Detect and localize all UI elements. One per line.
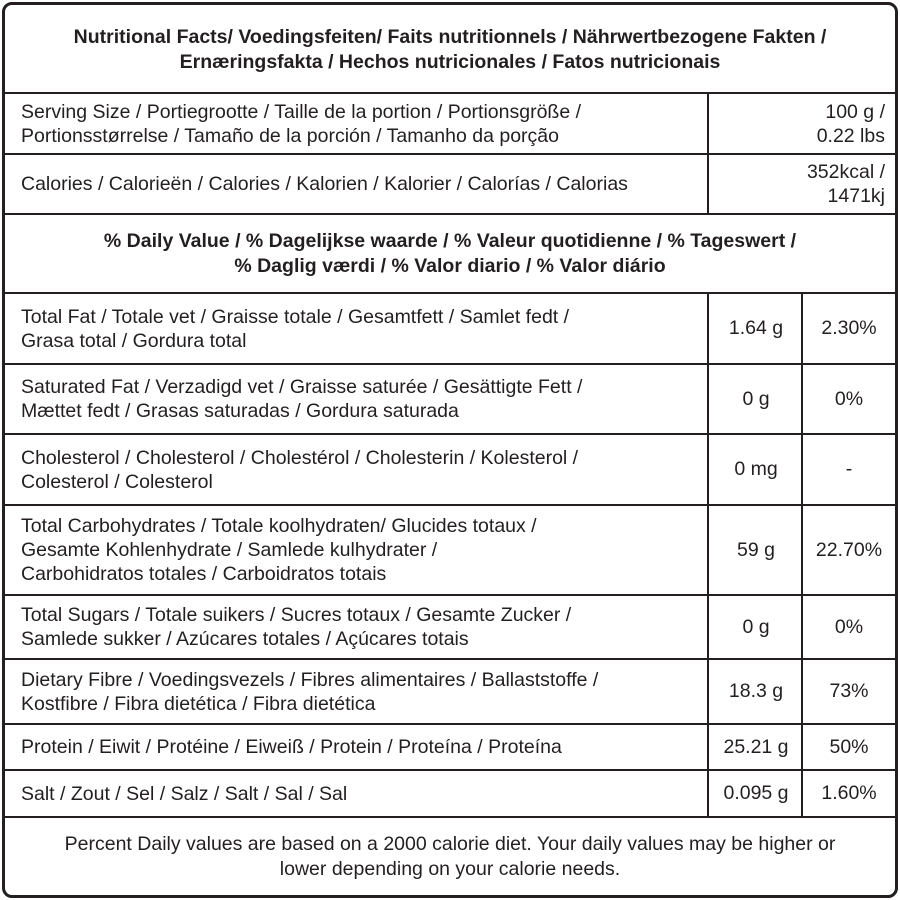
daily-value-header-line: % Daglig værdi / % Valor diario / % Valo… — [234, 254, 666, 277]
nutrient-daily-value: 0% — [801, 596, 895, 658]
footer-line: lower depending on your calorie needs. — [279, 857, 621, 880]
nutrient-amount: 59 g — [707, 506, 803, 594]
serving-value-line: 100 g / — [825, 100, 885, 123]
nutrient-amount: 0.095 g — [707, 771, 803, 816]
nutrient-label-line: Carbohidratos totales / Carboidratos tot… — [21, 563, 387, 585]
serving-size-row: Serving Size / Portiegrootte / Taille de… — [5, 92, 895, 153]
daily-value-header: % Daily Value / % Dagelijkse waarde / % … — [5, 213, 895, 292]
nutrient-row: Saturated Fat / Verzadigd vet / Graisse … — [5, 363, 895, 433]
nutrient-row: Protein / Eiwit / Protéine / Eiweiß / Pr… — [5, 723, 895, 769]
nutrient-daily-value: 50% — [801, 725, 895, 769]
nutrient-daily-value: - — [801, 435, 895, 504]
serving-value-line: 0.22 lbs — [816, 124, 885, 147]
serving-size-value: 100 g /0.22 lbs — [707, 94, 895, 153]
nutrient-label-line: Total Fat / Totale vet / Graisse totale … — [21, 305, 570, 328]
nutrient-amount: 1.64 g — [707, 294, 803, 363]
nutrient-label-line: Samlede sukker / Azúcares totales / Açúc… — [21, 628, 469, 650]
calories-value-line: 352kcal / — [806, 161, 885, 183]
nutrient-label: Dietary Fibre / Voedingsvezels / Fibres … — [21, 660, 706, 723]
daily-value-header-line: % Daily Value / % Dagelijkse waarde / % … — [103, 229, 797, 252]
nutrient-label: Salt / Zout / Sel / Salz / Salt / Sal / … — [21, 771, 706, 816]
nutrient-amount: 25.21 g — [707, 725, 803, 769]
calories-row: Calories / Calorieën / Calories / Kalori… — [5, 153, 895, 213]
title-line-1: Nutritional Facts/ Voedingsfeiten/ Faits… — [73, 25, 827, 48]
nutrient-row: Total Fat / Totale vet / Graisse totale … — [5, 292, 895, 363]
nutrient-label-line: Total Sugars / Totale suikers / Sucres t… — [21, 604, 572, 626]
nutrient-label-line: Dietary Fibre / Voedingsvezels / Fibres … — [21, 668, 599, 691]
nutrient-daily-value: 2.30% — [801, 294, 895, 363]
calories-value: 352kcal /1471kj — [707, 155, 895, 213]
nutrient-label-line: Gesamte Kohlenhydrate / Samlede kulhydra… — [21, 539, 438, 561]
nutrient-label-line: Colesterol / Colesterol — [21, 470, 213, 493]
nutrient-label: Total Sugars / Totale suikers / Sucres t… — [21, 596, 706, 658]
nutrient-label-line: Protein / Eiwit / Protéine / Eiweiß / Pr… — [21, 736, 562, 758]
nutrient-daily-value: 0% — [801, 365, 895, 433]
nutrient-row: Cholesterol / Cholesterol / Cholestérol … — [5, 433, 895, 504]
nutrient-label-line: Mættet fedt / Grasas saturadas / Gordura… — [21, 400, 459, 422]
nutrient-label-line: Salt / Zout / Sel / Salz / Salt / Sal / … — [21, 782, 348, 805]
nutrient-label: Total Fat / Totale vet / Graisse totale … — [21, 294, 706, 363]
nutrient-amount: 18.3 g — [707, 660, 803, 723]
serving-size-label: Serving Size / Portiegrootte / Taille de… — [21, 94, 706, 153]
nutrient-label: Total Carbohydrates / Totale koolhydrate… — [21, 506, 706, 594]
nutrient-daily-value: 73% — [801, 660, 895, 723]
calories-label: Calories / Calorieën / Calories / Kalori… — [21, 173, 628, 195]
nutrient-label: Protein / Eiwit / Protéine / Eiweiß / Pr… — [21, 725, 706, 769]
calories-value-line: 1471kj — [827, 185, 885, 207]
serving-label-line: Portionsstørrelse / Tamaño de la porción… — [21, 124, 559, 147]
title-line-2: Ernæringsfakta / Hechos nutricionales / … — [179, 50, 721, 73]
nutrient-amount: 0 mg — [707, 435, 803, 504]
nutrient-label-line: Total Carbohydrates / Totale koolhydrate… — [21, 515, 537, 537]
nutrient-label-line: Saturated Fat / Verzadigd vet / Graisse … — [21, 376, 583, 398]
nutrient-daily-value: 1.60% — [801, 771, 895, 816]
nutrient-label-line: Grasa total / Gordura total — [21, 329, 247, 352]
nutrient-row: Salt / Zout / Sel / Salz / Salt / Sal / … — [5, 769, 895, 816]
nutrient-label: Cholesterol / Cholesterol / Cholestérol … — [21, 435, 706, 504]
nutrient-label-line: Cholesterol / Cholesterol / Cholestérol … — [21, 446, 579, 469]
nutrient-row: Total Sugars / Totale suikers / Sucres t… — [5, 594, 895, 658]
footer-line: Percent Daily values are based on a 2000… — [64, 832, 836, 855]
label-title: Nutritional Facts/ Voedingsfeiten/ Faits… — [5, 5, 895, 94]
nutrient-label-line: Kostfibre / Fibra dietética / Fibra diet… — [21, 692, 376, 715]
nutrient-row: Total Carbohydrates / Totale koolhydrate… — [5, 504, 895, 594]
footer-note: Percent Daily values are based on a 2000… — [5, 816, 895, 895]
nutrient-label: Saturated Fat / Verzadigd vet / Graisse … — [21, 365, 706, 433]
nutrient-row: Dietary Fibre / Voedingsvezels / Fibres … — [5, 658, 895, 723]
nutrient-daily-value: 22.70% — [801, 506, 895, 594]
nutrient-amount: 0 g — [707, 596, 803, 658]
nutrient-amount: 0 g — [707, 365, 803, 433]
serving-label-line: Serving Size / Portiegrootte / Taille de… — [21, 100, 582, 123]
